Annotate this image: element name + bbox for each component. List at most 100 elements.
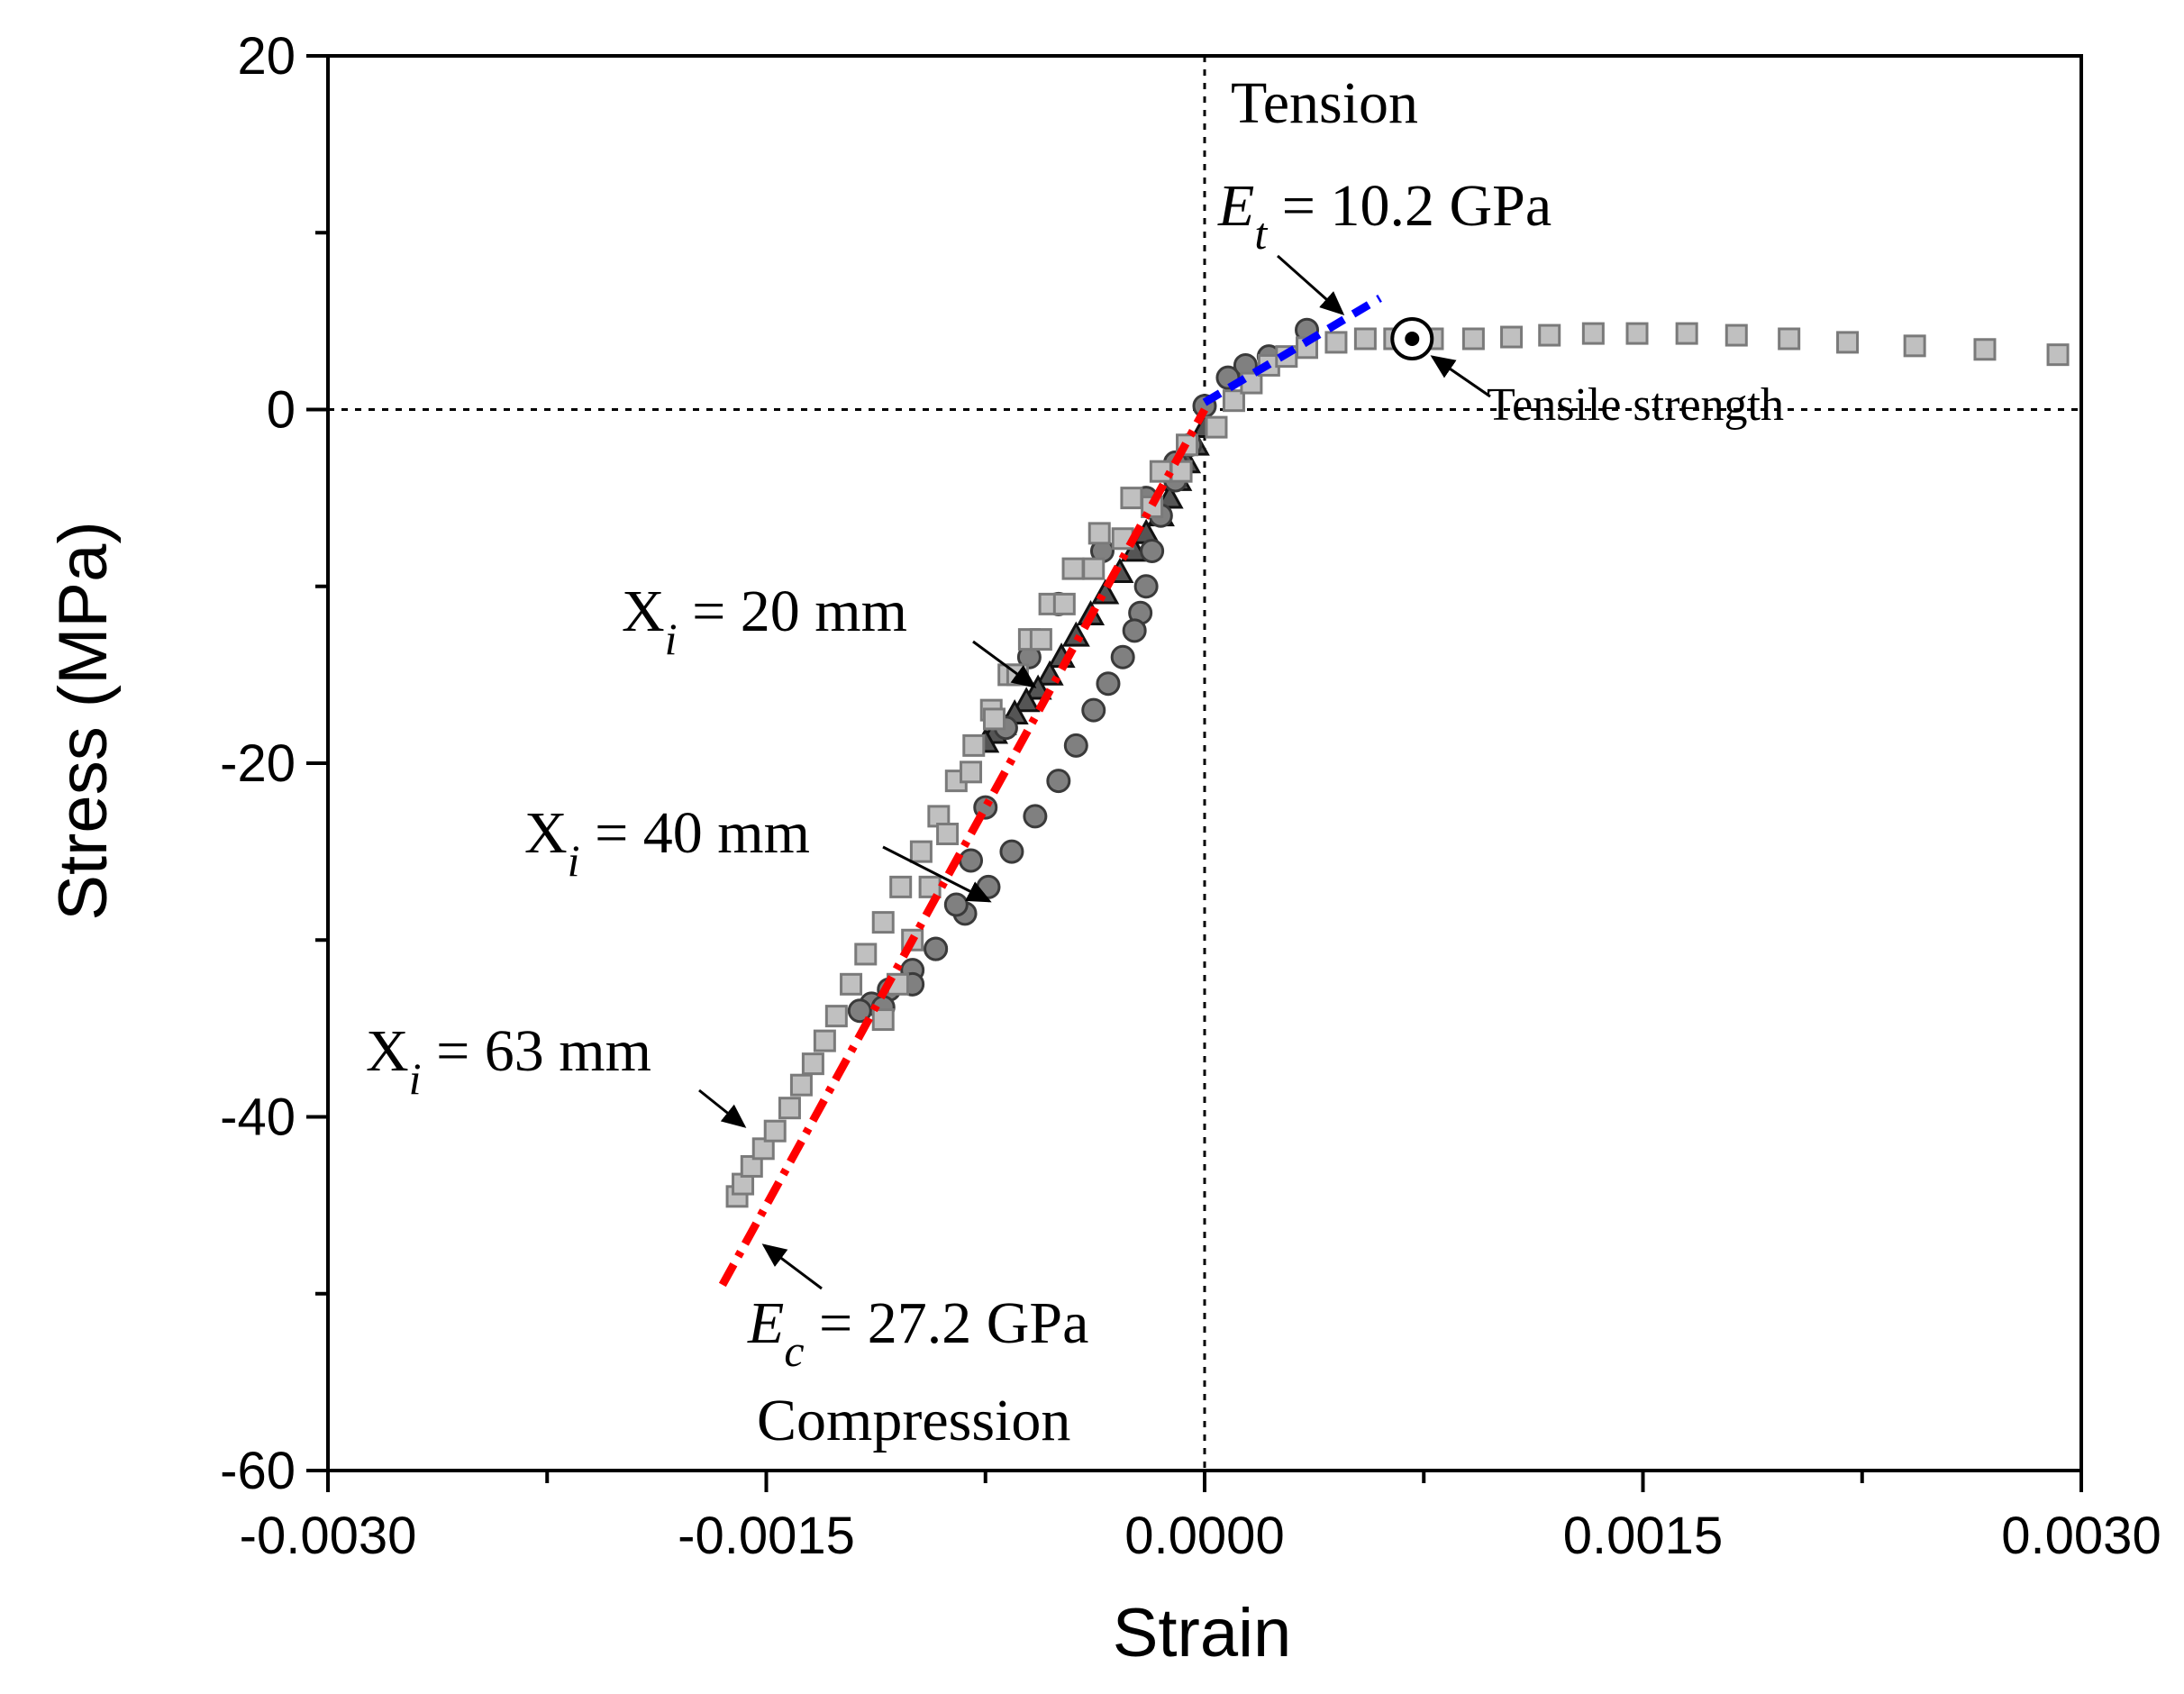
square-marker [1973,338,1997,361]
circle-marker [847,998,872,1024]
square-marker [1169,460,1193,483]
square-marker [740,1154,763,1178]
ec-symbol: E [747,1290,784,1356]
square-marker [1625,322,1649,345]
circle-marker [943,892,969,917]
ec-fit-line [718,407,1208,1288]
circle-marker [1023,804,1048,829]
circle-marker [999,839,1024,864]
compression-label: Compression [757,1388,1070,1453]
tensile-strength-label: Tensile strength [1487,379,1784,431]
y-tick-label: -20 [220,734,296,793]
square-marker [840,972,863,996]
square-marker [1724,323,1748,347]
xi20-value: = 20 mm [678,578,907,644]
square-marker [1538,323,1561,347]
et-value: = 10.2 GPa [1267,173,1552,239]
x-tick-label: 0.0030 [2001,1507,2161,1565]
square-marker [936,823,960,845]
xi20-arrow [972,640,1037,688]
tensile-strength-dot [1405,332,1420,346]
series-circle [847,317,1320,1024]
square-marker [1778,327,1801,351]
circle-marker [1046,769,1071,794]
circle-marker [1081,697,1106,723]
x-axis-label: Strain [1113,1595,1292,1671]
et-subscript: t [1254,208,1268,259]
square-marker [1205,415,1228,439]
square-marker [1903,334,1926,358]
y-axis-label: Stress (MPa) [45,521,122,920]
xi63-arrow [698,1088,747,1128]
ec-arrow [761,1243,823,1290]
square-marker [1461,327,1485,351]
axis-ticks: -0.0030 -0.0015 0.0000 0.0015 0.0030 -60 -40 -2… [220,27,2161,1565]
xi40-value: = 40 mm [580,800,810,866]
square-marker [1087,522,1111,545]
ec-label: Ec = 27.2 GPa [747,1290,1088,1376]
triangle-marker [1012,687,1041,713]
y-tick-label: -60 [220,1442,296,1500]
square-marker [871,911,895,934]
xi63-subscript: i [409,1053,422,1104]
square-marker [854,943,878,966]
xi63-value: = 63 mm [422,1018,651,1084]
square-marker [1500,325,1524,349]
square-marker [1082,557,1106,580]
circle-marker [959,848,984,873]
square-marker [789,1073,813,1097]
circle-marker [1133,574,1159,599]
x-tick-label: 0.0000 [1124,1507,1284,1565]
xi40-label: Xi = 40 mm [524,800,810,886]
square-marker [1222,389,1245,413]
square-marker [801,1052,824,1076]
xi40-subscript: i [568,835,580,886]
xi20-subscript: i [665,614,678,664]
reference-lines [328,56,2081,1471]
x-tick-label: -0.0030 [240,1507,417,1565]
circle-marker [1096,671,1121,697]
square-marker [813,1029,836,1052]
xi63-label: Xi = 63 mm [366,1018,651,1104]
square-marker [962,733,986,757]
square-marker [763,1119,787,1143]
y-tick-label: 0 [267,381,296,440]
square-marker [1120,487,1143,510]
series-square [725,322,2070,1208]
tension-label: Tension [1231,70,1418,136]
xi20-symbol: X [622,578,665,644]
tensile-strength-arrow [1430,355,1491,398]
et-fit-line [1202,294,1382,406]
y-tick-label: -40 [220,1088,296,1147]
et-label: Et = 10.2 GPa [1217,173,1552,259]
x-tick-label: -0.0015 [678,1507,855,1565]
square-marker [1052,592,1076,615]
circle-marker [924,936,949,961]
xi40-symbol: X [524,800,568,866]
square-marker [1353,327,1377,351]
square-marker [960,760,983,784]
ec-value: = 27.2 GPa [805,1290,1089,1356]
data-series [718,294,2070,1288]
square-marker [1061,557,1085,580]
circle-marker [1110,644,1135,669]
ec-subscript: c [784,1325,804,1376]
square-marker [918,875,942,898]
square-marker [982,707,1006,731]
circle-marker [1063,733,1088,758]
square-marker [871,1008,895,1032]
square-marker [889,875,913,898]
square-marker [1324,331,1348,354]
square-marker [824,1005,848,1028]
x-tick-label: 0.0015 [1563,1507,1723,1565]
square-marker [2046,343,2070,367]
xi40-arrow [882,845,992,903]
square-marker [778,1097,801,1120]
square-marker [909,840,933,863]
xi63-symbol: X [366,1018,409,1084]
square-marker [1675,322,1698,345]
xi20-label: Xi = 20 mm [622,578,907,664]
circle-marker [1140,539,1165,563]
square-marker [1029,628,1052,651]
